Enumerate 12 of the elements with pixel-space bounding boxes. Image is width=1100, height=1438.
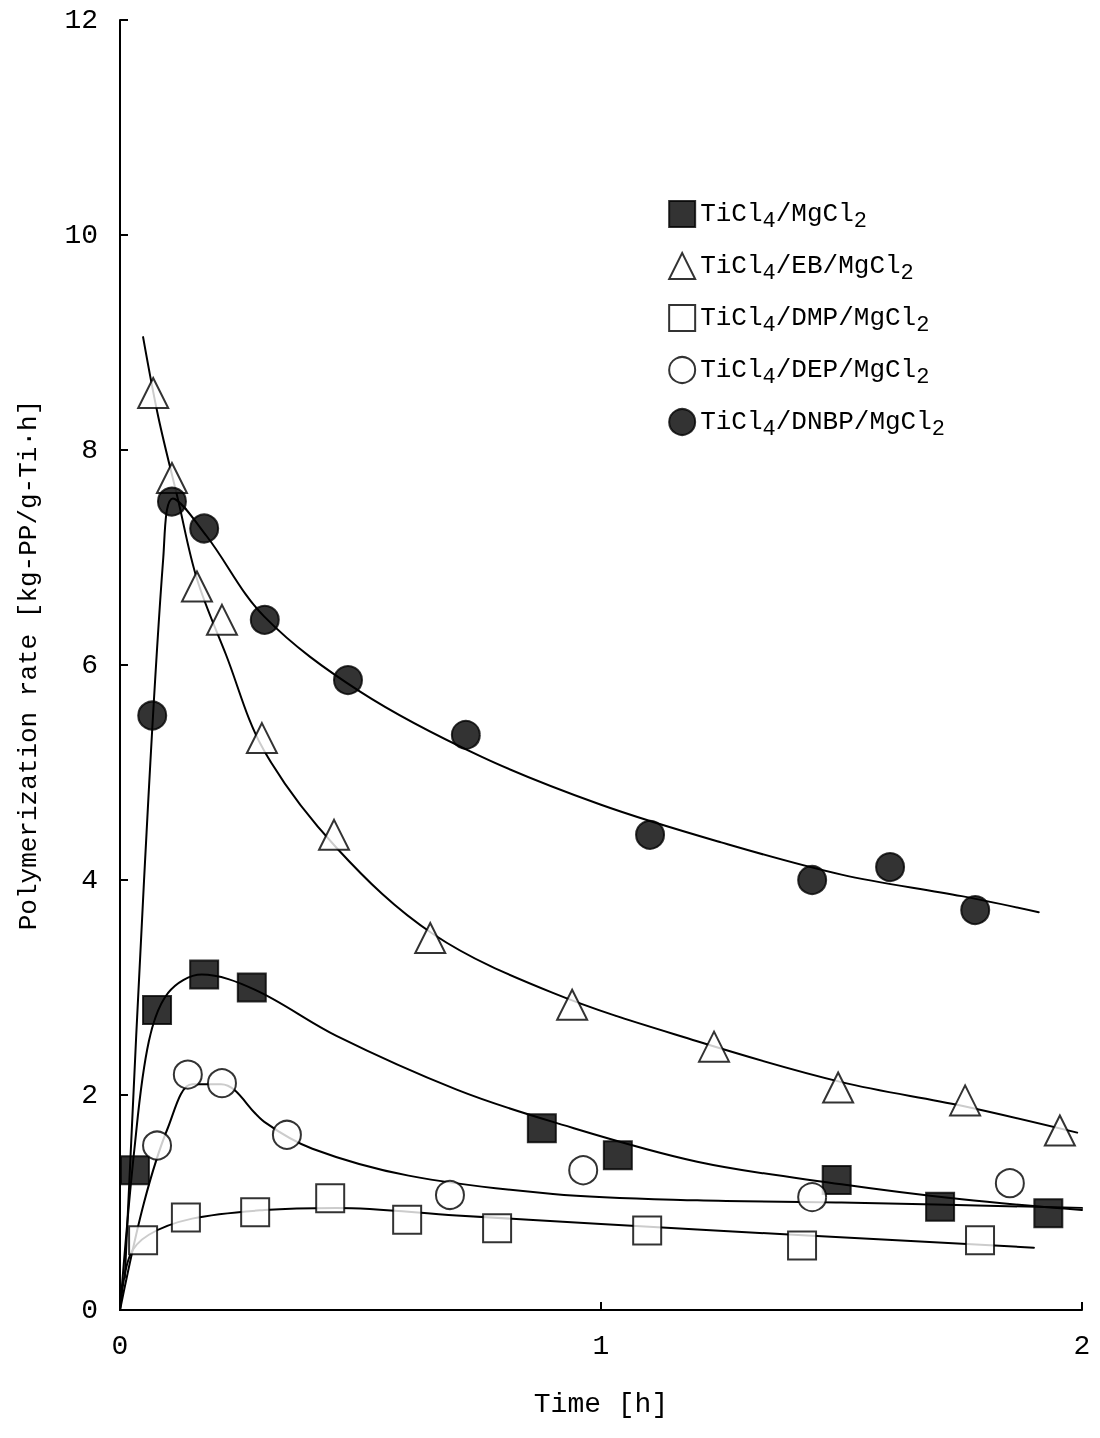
y-tick-label: 4 <box>81 864 98 896</box>
y-tick-label: 12 <box>64 4 98 36</box>
y-tick-label: 8 <box>81 434 98 466</box>
x-tick-label: 2 <box>1073 1330 1091 1362</box>
y-tick-label: 2 <box>81 1079 98 1111</box>
x-tick-label: 0 <box>111 1330 129 1362</box>
y-tick-label: 6 <box>81 649 98 681</box>
y-axis-title: Polymerization rate [kg-PP/g-Ti·h] <box>14 399 44 931</box>
x-tick-label: 1 <box>592 1330 610 1362</box>
x-axis-title: Time [h] <box>533 1388 669 1420</box>
y-tick-label: 10 <box>64 219 98 251</box>
y-tick-label: 0 <box>81 1294 98 1326</box>
